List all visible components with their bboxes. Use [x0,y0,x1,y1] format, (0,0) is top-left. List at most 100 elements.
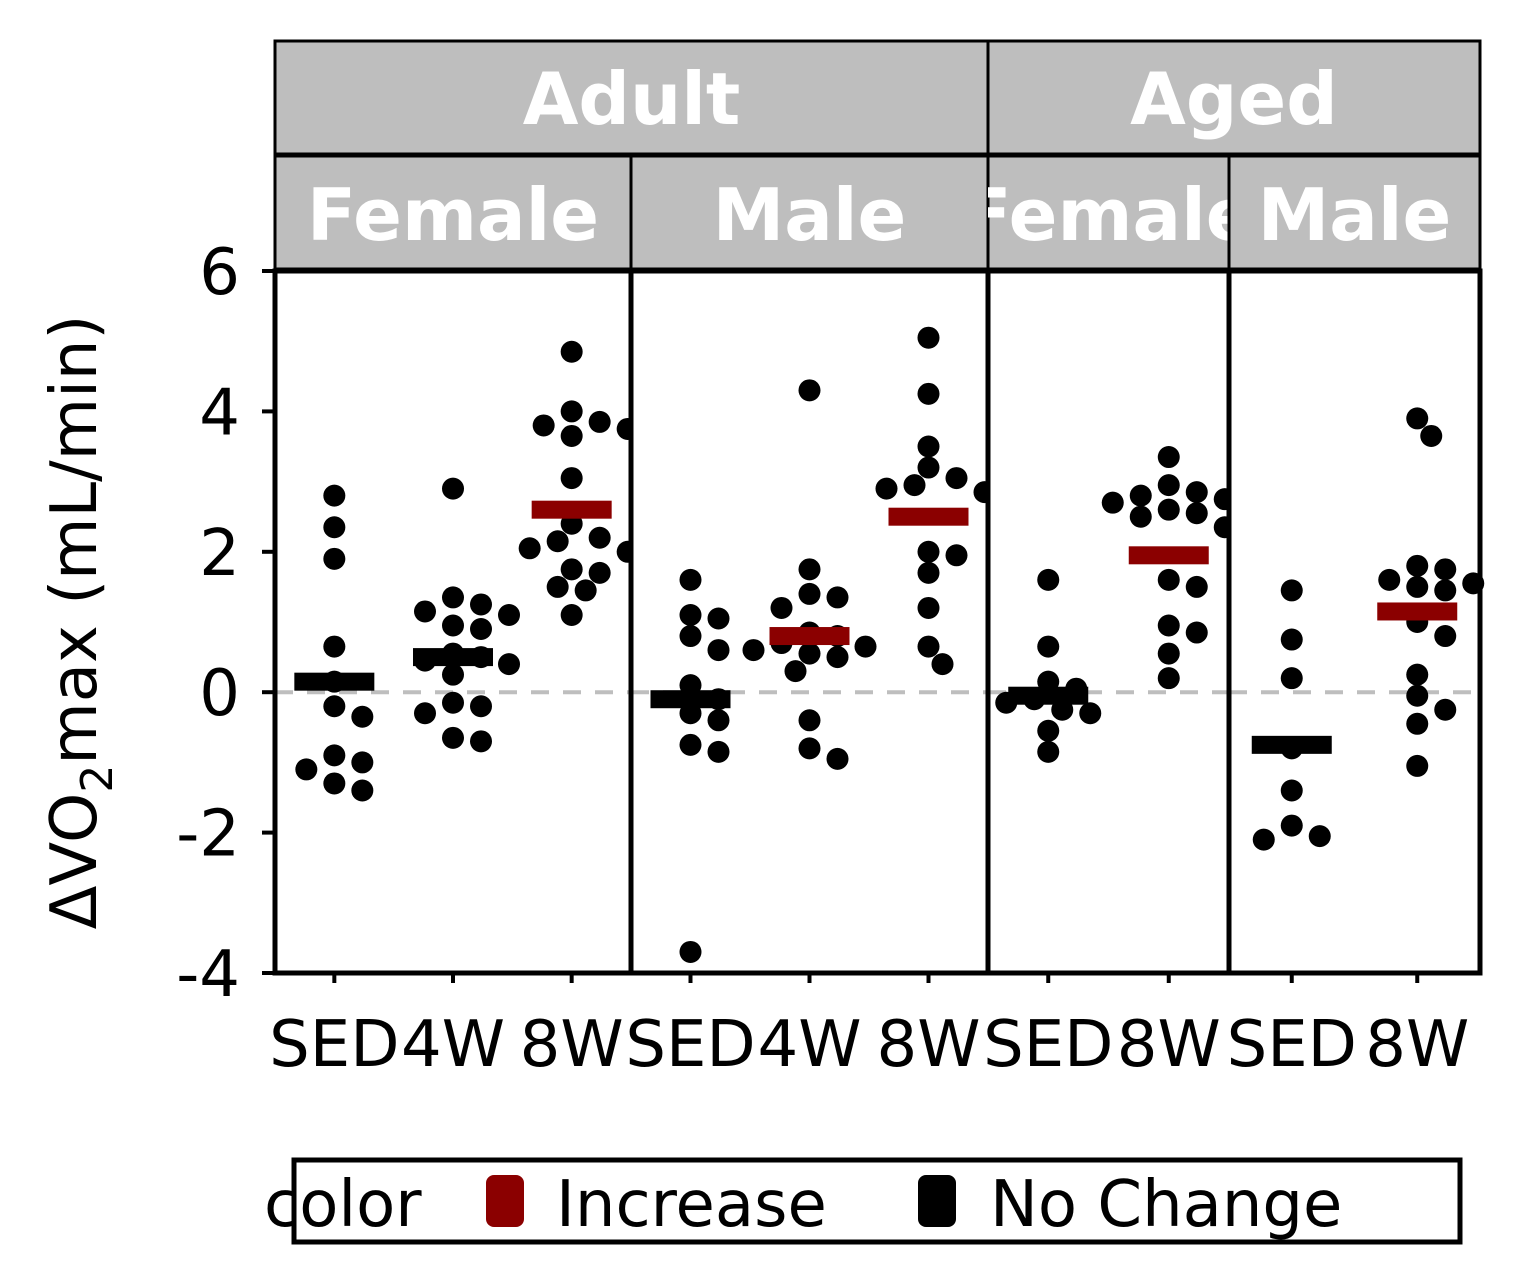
y-tick-label: 6 [199,236,240,310]
data-point [917,635,940,658]
data-point [470,593,492,616]
y-tick-label: -2 [176,798,240,872]
data-point [1037,740,1060,763]
data-point [1157,568,1180,591]
data-point [442,586,464,609]
mean-bar-4w [769,627,850,646]
data-point [1280,579,1303,602]
panel-border [1226,268,1483,976]
data-point [1185,502,1208,525]
data-point [1434,625,1457,648]
data-point [532,414,555,437]
data-point [798,737,821,760]
data-point [1280,628,1303,651]
data-point [798,642,821,665]
age-strip-label: Aged [1130,57,1338,141]
data-point [1280,779,1303,802]
sex-strip-label: Male [713,173,907,257]
data-point [518,537,541,560]
data-point [323,744,346,767]
age-strip-label: Adult [523,57,741,141]
data-point [574,579,597,602]
data-point [1129,505,1152,528]
data-point [323,772,346,795]
data-point [742,639,765,662]
data-point [875,477,898,500]
data-point [1434,558,1457,581]
data-point [903,474,926,497]
y-tick-label: 2 [199,517,240,591]
data-point [323,484,346,507]
mean-bar-8w [888,507,969,526]
mean-bar-sed [1251,735,1332,754]
mean-bar-8w [1377,602,1458,621]
data-point [1037,719,1060,742]
data-point [560,400,583,423]
data-point [1185,621,1208,644]
data-point [442,614,464,637]
data-point [931,653,954,676]
data-point [560,558,583,581]
data-point [1406,663,1429,686]
data-point [1037,568,1060,591]
data-point [707,639,730,662]
data-point [323,516,346,539]
data-point [560,467,583,490]
y-tick-label: 4 [199,376,240,450]
y-axis-label: ΔVO2max (mL/min) [38,315,123,930]
y-tick-label: 0 [199,657,240,731]
mean-bar-8w [531,500,612,519]
data-point [1129,484,1152,507]
data-point [1406,407,1429,430]
data-point [323,695,346,718]
data-point [560,603,583,626]
x-tick-label: 8W [520,1008,624,1082]
data-point [588,561,611,584]
data-point [442,477,464,500]
data-point [1079,702,1102,725]
data-point [1157,474,1180,497]
legend-label-increase: Increase [556,1168,827,1242]
sex-strip-label: Female [307,173,599,257]
panel-background [1229,271,1480,973]
mean-bar-sed [650,690,731,709]
data-point [498,603,520,626]
data-point [1406,754,1429,777]
data-point [1420,424,1443,447]
age-strip-aged [986,39,1482,156]
data-point [798,709,821,732]
data-point [1406,575,1429,598]
data-point [798,582,821,605]
x-tick-label: SED [983,1008,1113,1082]
data-point [826,747,849,770]
panel-adult-female [272,268,639,976]
x-tick-label: SED [1227,1008,1357,1082]
x-tick-label: 8W [1117,1008,1221,1082]
data-point [1157,642,1180,665]
data-point [707,709,730,732]
mean-bar-sed [1008,686,1089,705]
y-tick-label: -4 [176,938,240,1012]
data-point [679,940,702,963]
facet-panels [272,268,1485,976]
data-point [945,544,968,567]
data-point [1434,698,1457,721]
data-point [560,340,583,363]
data-point [917,540,940,563]
data-point [679,733,702,756]
data-point [1406,554,1429,577]
data-point [470,618,492,641]
data-point [1157,667,1180,690]
x-tick-label: 8W [1365,1008,1469,1082]
data-point [917,382,940,405]
data-point [295,758,318,781]
mean-bar-sed [294,672,375,691]
mean-bar-4w [413,648,493,667]
x-tick-label: 8W [877,1008,981,1082]
x-tick-label: SED [269,1008,399,1082]
data-point [1406,684,1429,707]
data-point [1185,481,1208,504]
data-point [917,326,940,349]
